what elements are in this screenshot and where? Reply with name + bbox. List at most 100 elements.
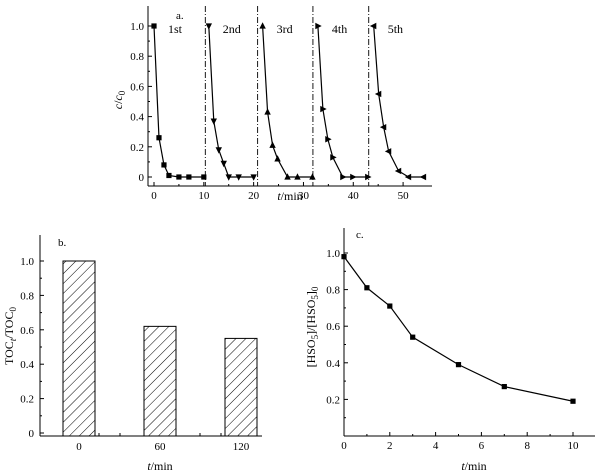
panel-b-x-tick-label: 60 — [155, 441, 167, 453]
panel-c-ylabel: [HSO5]/[HSO5]0 — [304, 286, 320, 367]
panel-a-x-tick-label: 50 — [398, 190, 410, 202]
panel-a-run-label: 2nd — [223, 22, 241, 36]
panel-a-series-line — [262, 25, 313, 178]
panel-b-bar — [224, 337, 258, 437]
panel-c-chart: c. t/min [HSO5]/[HSO5]0 0 2 4 6 8 10 0.2 0.4 0.6… — [304, 228, 595, 473]
panel-a-data-point — [419, 173, 427, 181]
panel-c-y-tick-label: 0.4 — [326, 358, 340, 370]
panel-a-data-point — [156, 135, 162, 141]
panel-a-label: a. — [176, 10, 184, 22]
panel-c-data-point — [387, 303, 393, 309]
panel-a-data-point — [374, 90, 382, 98]
panel-a-x-tick-label: 40 — [348, 190, 360, 202]
panel-b-label: b. — [58, 237, 67, 249]
panel-c-data-point — [341, 254, 347, 260]
panel-a-data-point — [235, 174, 242, 181]
panel-c-y-tick-label: 0.6 — [326, 321, 340, 333]
panel-b-bar — [143, 325, 177, 437]
panel-a-ylabel: c/c0 — [111, 90, 127, 109]
panel-a-data-point — [210, 118, 217, 125]
panel-b-xlabel: t/min — [147, 459, 172, 473]
panel-c-y-tick-label: 1.0 — [326, 248, 340, 260]
panel-b-x-tick-label: 0 — [76, 441, 82, 453]
panel-b-chart: b. t/min TOCt/TOC0 0 0.2 0.4 0.6 0.8 1.0 0 60 12… — [2, 235, 262, 473]
panel-b-y-tick-label: 0 — [29, 428, 35, 440]
panel-c-x-tick-label: 10 — [568, 440, 580, 452]
panel-c-data-point — [364, 285, 370, 291]
panel-c-x-tick-label: 8 — [524, 440, 530, 452]
panel-c-x-tick-label: 2 — [387, 440, 393, 452]
panel-a-series-line — [153, 25, 204, 178]
panel-a-data-point — [340, 173, 347, 181]
panel-a-data-point — [320, 105, 327, 113]
panel-c-x-tick-label: 4 — [433, 440, 439, 452]
panel-b-bar — [62, 260, 96, 437]
panel-b-y-tick-label: 0.8 — [20, 290, 34, 302]
panel-a-data-point — [161, 162, 167, 168]
panel-a-run-label: 1st — [168, 22, 183, 36]
panel-a-xlabel: t/min — [277, 189, 302, 203]
panel-a-run-label: 3rd — [277, 22, 293, 36]
panel-c-label: c. — [356, 229, 364, 241]
panel-c-y-tick-label: 0.2 — [326, 394, 340, 406]
panel-a-y-tick-label: 0.6 — [130, 81, 144, 93]
panel-b-y-tick-label: 1.0 — [20, 256, 34, 268]
panel-a-run-label: 5th — [388, 22, 403, 36]
panel-a-data-point — [294, 173, 301, 180]
panel-a-data-point — [201, 174, 207, 180]
panel-a-series-line — [317, 25, 368, 178]
panel-c-data-point — [501, 383, 507, 390]
panel-a-data-point — [151, 23, 157, 29]
panel-a-data-point — [259, 22, 266, 29]
panel-c-series-line — [343, 256, 574, 402]
panel-a-x-tick-label: 0 — [151, 190, 157, 202]
panel-a-data-point — [379, 123, 387, 131]
panel-a-data-point — [215, 147, 222, 154]
panel-a-y-tick-label: 0.4 — [130, 112, 144, 124]
panel-b-x-tick-label: 120 — [233, 441, 250, 453]
panel-c-data-point — [570, 398, 576, 404]
panel-a-data-point — [205, 23, 212, 30]
panel-b-y-tick-label: 0.6 — [20, 325, 34, 337]
panel-a-data-point — [309, 173, 316, 180]
panel-a-data-point — [166, 172, 172, 179]
panel-a-data-point — [176, 174, 182, 180]
panel-a-data-point — [274, 155, 281, 162]
panel-a-data-point — [269, 141, 276, 148]
panel-a-data-point — [404, 173, 412, 181]
panel-a-data-point — [264, 108, 271, 115]
panel-c-x-tick-label: 6 — [479, 440, 485, 452]
panel-a-data-point — [186, 174, 192, 180]
panel-a-x-tick-label: 20 — [248, 190, 260, 202]
panel-c-y-tick-label: 0.8 — [326, 285, 340, 297]
panel-a-data-point — [284, 173, 291, 180]
panel-a-y-tick-label: 1.0 — [130, 21, 144, 33]
panel-c-data-point — [455, 362, 462, 368]
panel-a-data-point — [394, 167, 402, 175]
panel-a-data-point — [225, 174, 232, 181]
panel-a-series-line — [208, 25, 254, 178]
panel-a-x-tick-label: 10 — [198, 190, 210, 202]
panel-c-xlabel: t/min — [461, 459, 486, 473]
panel-a-data-point — [365, 173, 372, 181]
panel-a-y-tick-label: 0 — [139, 172, 145, 184]
panel-a-data-point — [369, 22, 377, 30]
panel-a-run-label: 4th — [332, 22, 347, 36]
panel-a-y-tick-label: 0.2 — [130, 142, 144, 154]
panel-a-data-point — [384, 148, 392, 155]
panel-a-data-point — [315, 22, 322, 30]
panel-a-data-point — [350, 173, 357, 181]
panel-b-ylabel: TOCt/TOC0 — [2, 307, 18, 365]
panel-b-y-tick-label: 0.4 — [20, 359, 34, 371]
panel-c-data-point — [410, 334, 416, 340]
panel-a-x-tick-label: 30 — [298, 190, 310, 202]
panel-a-data-point — [325, 136, 332, 143]
panel-a-chart: a. t/min c/c0 0 10 20 30 40 50 0 0.2 0.4 0.6 0.8 1.… — [111, 6, 432, 203]
panel-a-y-tick-label: 0.8 — [130, 51, 144, 63]
panel-a-data-point — [330, 154, 337, 161]
panel-c-x-tick-label: 0 — [341, 440, 347, 452]
panel-a-series-line — [373, 25, 424, 178]
panel-a-data-point — [220, 160, 227, 168]
panel-b-y-tick-label: 0.2 — [20, 394, 34, 406]
